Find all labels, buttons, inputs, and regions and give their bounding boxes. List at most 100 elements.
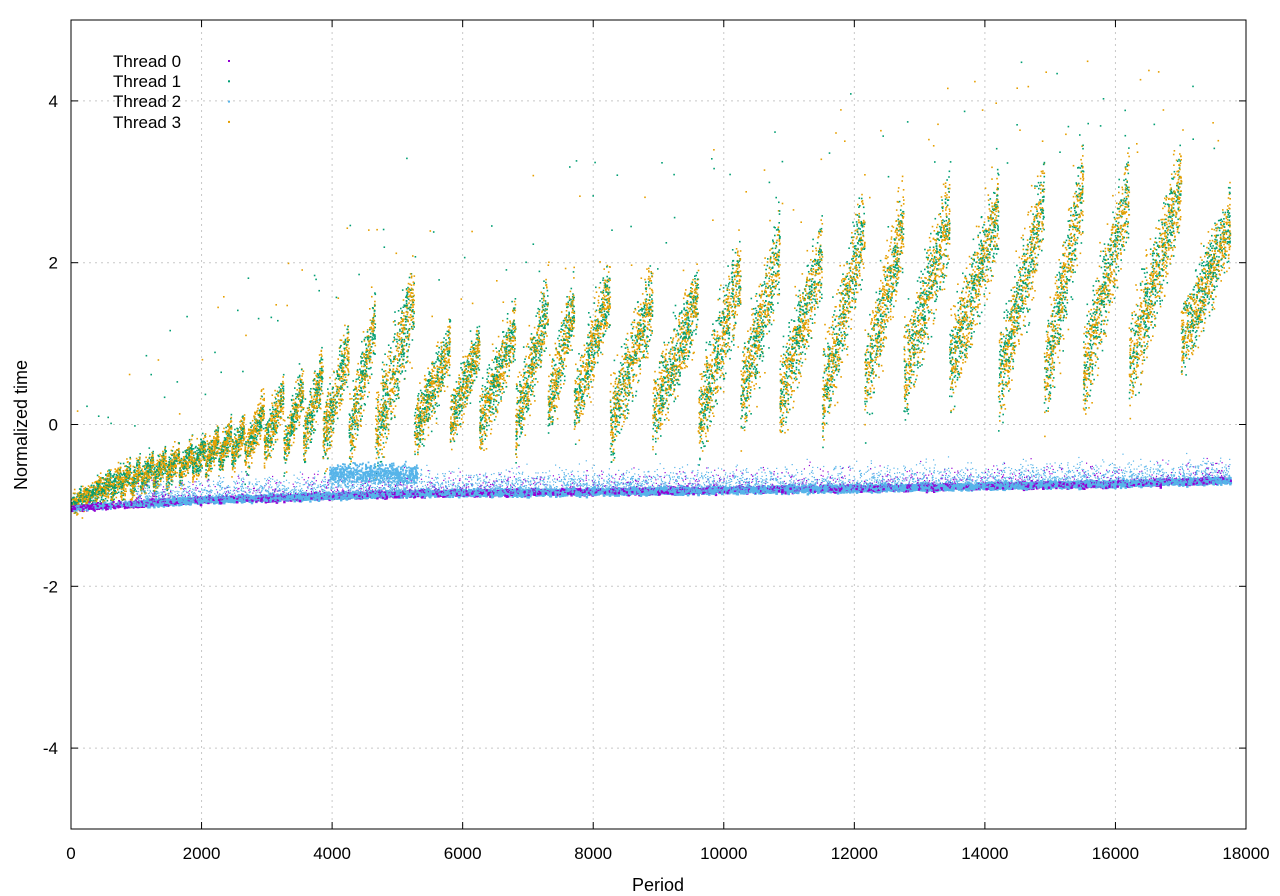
data-point bbox=[132, 487, 134, 489]
data-point bbox=[209, 448, 211, 450]
data-point bbox=[323, 419, 325, 421]
data-point bbox=[208, 458, 210, 460]
data-point bbox=[153, 466, 155, 468]
data-point bbox=[173, 474, 175, 476]
data-point bbox=[239, 431, 241, 433]
data-point bbox=[181, 475, 183, 477]
data-point bbox=[283, 411, 285, 413]
data-point bbox=[126, 458, 128, 460]
data-point bbox=[310, 441, 312, 443]
data-point bbox=[155, 478, 157, 480]
data-point bbox=[276, 401, 278, 403]
data-point bbox=[146, 480, 148, 482]
data-point bbox=[346, 356, 348, 358]
data-point bbox=[330, 423, 332, 425]
data-point bbox=[150, 374, 152, 376]
data-point bbox=[223, 452, 225, 454]
data-point bbox=[300, 384, 302, 386]
data-point bbox=[252, 446, 254, 448]
data-point bbox=[174, 452, 176, 454]
data-point bbox=[293, 399, 295, 401]
data-point bbox=[133, 474, 135, 476]
data-point bbox=[76, 499, 78, 501]
data-point bbox=[141, 468, 143, 470]
data-point bbox=[327, 406, 329, 408]
data-point bbox=[344, 374, 346, 376]
data-point bbox=[83, 498, 85, 500]
data-point bbox=[319, 377, 321, 379]
data-point bbox=[307, 413, 309, 415]
data-point bbox=[86, 503, 88, 505]
data-point bbox=[358, 409, 360, 411]
data-point bbox=[145, 463, 147, 465]
data-point bbox=[108, 497, 110, 499]
data-point bbox=[336, 412, 338, 414]
data-point bbox=[333, 371, 335, 373]
data-point bbox=[74, 503, 76, 505]
data-point bbox=[333, 396, 335, 398]
data-point bbox=[266, 434, 268, 436]
data-point bbox=[263, 413, 265, 415]
data-point bbox=[81, 486, 83, 488]
data-point bbox=[311, 397, 313, 399]
data-point bbox=[316, 405, 318, 407]
data-point bbox=[347, 340, 349, 342]
data-point bbox=[218, 459, 220, 461]
data-point bbox=[134, 425, 136, 427]
data-point bbox=[254, 442, 256, 444]
data-point bbox=[269, 435, 271, 437]
data-point bbox=[335, 407, 337, 409]
data-point bbox=[116, 487, 118, 489]
data-point bbox=[323, 457, 325, 459]
data-point bbox=[201, 467, 203, 469]
data-point bbox=[319, 385, 321, 387]
data-point bbox=[277, 439, 279, 441]
data-point bbox=[275, 304, 277, 306]
data-point bbox=[315, 421, 317, 423]
data-point bbox=[205, 469, 207, 471]
data-point bbox=[341, 355, 343, 357]
data-point bbox=[261, 413, 263, 415]
data-point bbox=[231, 447, 233, 449]
data-point bbox=[159, 462, 161, 464]
data-point bbox=[295, 398, 297, 400]
data-point bbox=[222, 466, 224, 468]
data-point bbox=[336, 297, 338, 299]
data-point bbox=[98, 415, 100, 417]
data-point bbox=[367, 331, 369, 333]
data-point bbox=[270, 419, 272, 421]
data-point bbox=[269, 440, 271, 442]
data-point bbox=[245, 471, 247, 473]
data-point bbox=[329, 413, 331, 415]
data-point bbox=[104, 488, 106, 490]
data-point bbox=[88, 488, 90, 490]
data-point bbox=[95, 499, 97, 501]
data-point bbox=[321, 386, 323, 388]
data-point bbox=[223, 456, 225, 458]
data-point bbox=[158, 468, 160, 470]
data-point bbox=[221, 449, 223, 451]
data-point bbox=[274, 409, 276, 411]
data-point bbox=[205, 463, 207, 465]
data-point bbox=[192, 478, 194, 480]
data-point bbox=[94, 482, 96, 484]
data-point bbox=[186, 316, 188, 318]
data-point bbox=[326, 422, 328, 424]
data-point bbox=[264, 440, 266, 442]
data-point bbox=[276, 428, 278, 430]
data-point bbox=[158, 471, 160, 473]
data-point bbox=[319, 400, 321, 402]
data-point bbox=[191, 452, 193, 454]
data-point bbox=[141, 482, 143, 484]
data-point bbox=[176, 454, 178, 456]
data-point bbox=[238, 445, 240, 447]
data-point bbox=[252, 452, 254, 454]
data-point bbox=[277, 320, 279, 322]
data-point bbox=[275, 416, 277, 418]
data-point bbox=[284, 430, 286, 432]
data-point bbox=[197, 454, 199, 456]
data-point bbox=[298, 398, 300, 400]
data-point bbox=[89, 490, 91, 492]
data-point bbox=[94, 486, 96, 488]
data-point bbox=[103, 483, 105, 485]
